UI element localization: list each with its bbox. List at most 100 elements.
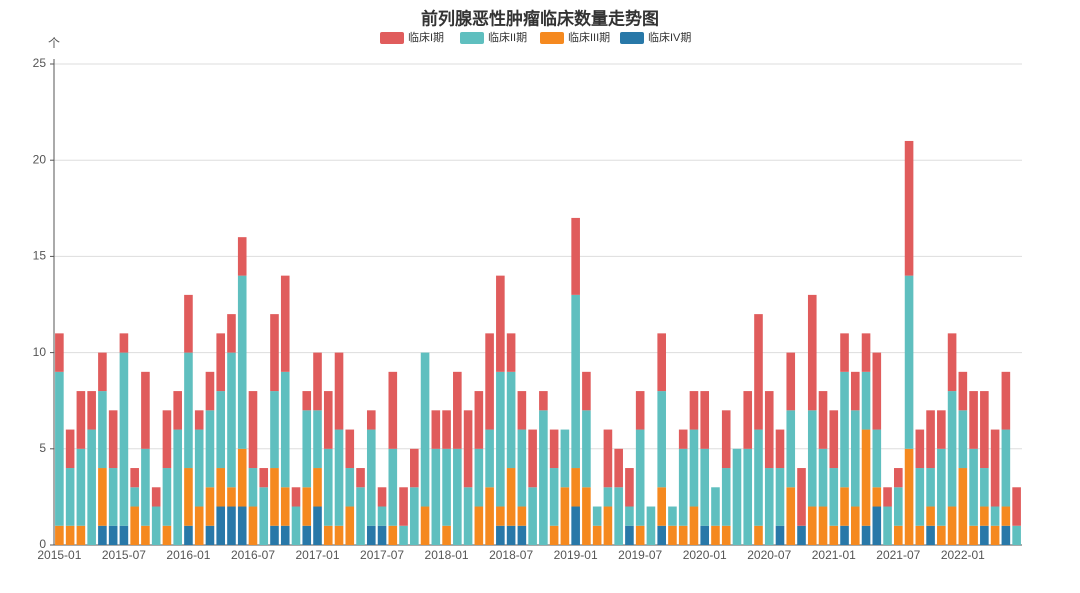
bar-segment: [377, 506, 387, 526]
x-tick-label: 2019-07: [618, 548, 662, 562]
bar-segment: [65, 468, 75, 526]
bar-segment: [119, 352, 129, 526]
bar-segment: [872, 487, 882, 507]
bar-segment: [496, 275, 505, 372]
bar-segment: [539, 391, 548, 411]
bar-segment: [786, 487, 796, 545]
bar-segment: [237, 506, 247, 545]
bar-segment: [872, 429, 882, 488]
bar-segment: [635, 391, 645, 430]
bar-segment: [313, 468, 322, 507]
bar-segment: [625, 468, 634, 507]
bar-segment: [990, 429, 1000, 507]
bar-segment: [668, 525, 677, 545]
bar-segment: [829, 468, 839, 526]
x-tick-label: 2017-01: [295, 548, 339, 562]
bar-segment: [980, 525, 989, 545]
bar-segment: [635, 429, 645, 526]
bar-segment: [894, 525, 903, 545]
legend-swatch: [620, 32, 644, 44]
bar-segment: [926, 410, 935, 469]
y-tick-label: 25: [33, 56, 47, 70]
legend-swatch: [460, 32, 484, 44]
bar-segment: [980, 391, 989, 469]
bar-segment: [829, 525, 839, 545]
bar-segment: [463, 410, 473, 488]
bar-segment: [829, 410, 839, 469]
bar-segment: [517, 525, 527, 545]
bar-segment: [926, 525, 935, 545]
bar-segment: [937, 525, 946, 545]
bar-segment: [850, 371, 860, 411]
y-tick-label: 5: [39, 441, 46, 455]
bar-segment: [947, 391, 957, 507]
bar-segment: [442, 410, 451, 449]
bar-segment: [194, 429, 204, 507]
x-tick-label: 2016-01: [166, 548, 210, 562]
bar-segment: [775, 525, 785, 545]
bar-segment: [194, 506, 204, 545]
bar-segment: [711, 487, 720, 526]
bar-segment: [302, 525, 312, 545]
bar-segment: [678, 429, 688, 449]
x-tick-label: 2021-01: [812, 548, 856, 562]
bar-segment: [270, 468, 279, 526]
bar-segment: [280, 275, 290, 372]
bar-segment: [453, 371, 462, 449]
bar-segment: [840, 333, 849, 372]
bar-segment: [388, 371, 398, 449]
bar-segment: [216, 468, 226, 507]
bar-segment: [657, 391, 666, 488]
bar-segment: [141, 371, 150, 449]
bar-segment: [377, 525, 387, 545]
bar-segment: [130, 468, 139, 488]
bar-segment: [291, 506, 301, 545]
legend-label: 临床II期: [488, 30, 527, 44]
bar-segment: [689, 391, 699, 430]
bar-segment: [786, 410, 796, 488]
bar-segment: [420, 352, 430, 507]
bar-segment: [280, 525, 290, 545]
bar-segment: [807, 294, 817, 411]
bar-segment: [549, 468, 559, 526]
bar-segment: [227, 314, 236, 353]
bar-segment: [872, 506, 882, 545]
bar-segment: [227, 506, 236, 545]
bar-segment: [162, 410, 172, 469]
bar-segment: [635, 525, 645, 545]
bar-segment: [506, 371, 516, 469]
bar-segment: [76, 525, 86, 545]
bar-segment: [614, 487, 623, 545]
bar-segment: [904, 140, 914, 276]
bar-segment: [366, 525, 376, 545]
bar-segment: [894, 468, 903, 488]
bar-segment: [259, 487, 269, 545]
bar-segment: [904, 275, 914, 449]
bar-segment: [700, 525, 710, 545]
bar-segment: [485, 333, 494, 430]
bar-segment: [840, 371, 849, 488]
bar-segment: [399, 525, 408, 545]
bar-segment: [947, 506, 957, 545]
bar-segment: [410, 448, 419, 488]
bar-segment: [689, 506, 699, 545]
bar-segment: [668, 506, 677, 526]
bar-segment: [216, 333, 226, 392]
bar-segment: [700, 448, 710, 526]
bar-segment: [496, 371, 505, 507]
bar-segment: [743, 448, 753, 545]
x-tick-label: 2015-01: [37, 548, 81, 562]
bar-segment: [592, 525, 602, 545]
bar-segment: [582, 371, 591, 411]
bar-segment: [173, 391, 182, 430]
bar-segment: [237, 448, 247, 507]
bar-segment: [313, 410, 322, 469]
bar-segment: [657, 333, 666, 392]
bar-segment: [571, 506, 580, 545]
bar-segment: [216, 506, 226, 545]
bar-segment: [915, 525, 925, 545]
bar-segment: [184, 468, 193, 526]
bar-segment: [463, 487, 473, 545]
bar-segment: [926, 506, 935, 526]
